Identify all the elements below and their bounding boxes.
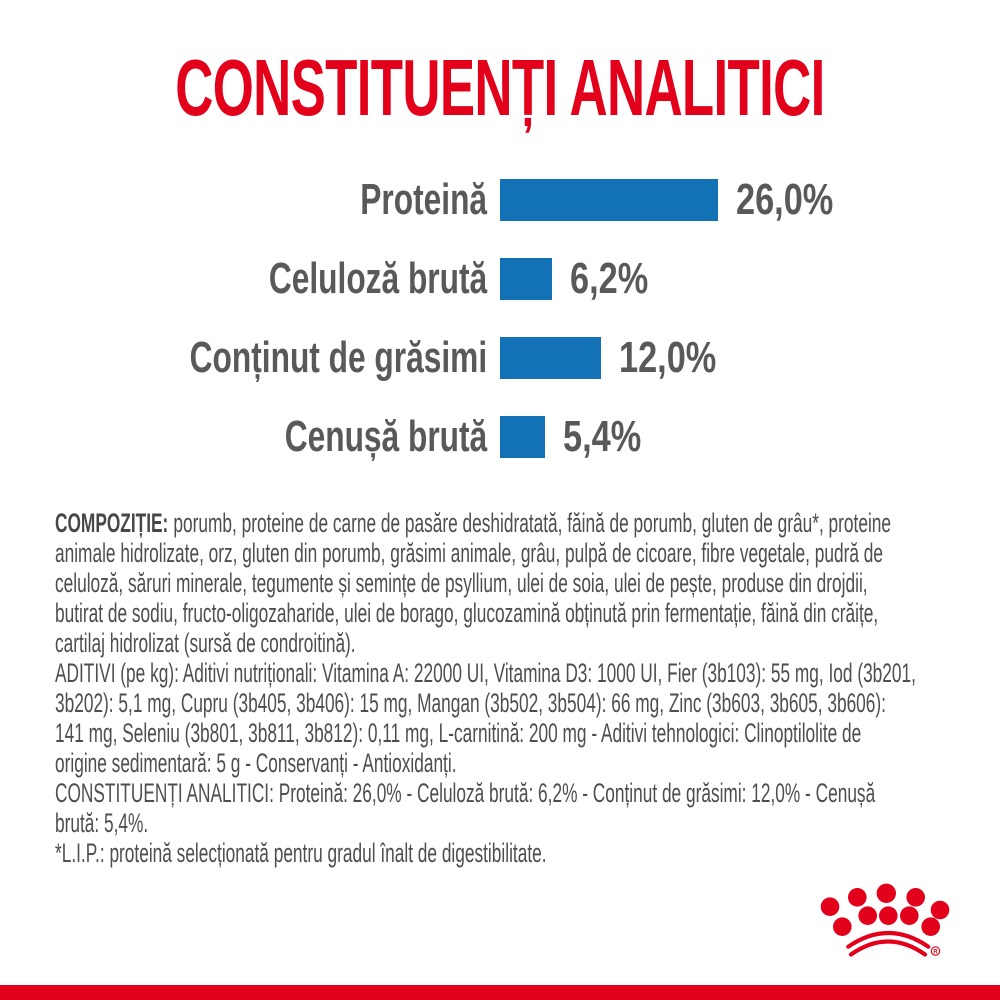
chart-category-label: Proteină [360, 175, 487, 224]
composition-line: COMPOZIȚIE: porumb, proteine de carne de … [55, 508, 891, 538]
chart-bar [500, 258, 552, 300]
chart-category-label: Cenușă brută [284, 412, 487, 461]
composition-text: cartilaj hidrolizat (sursă de condroitin… [55, 628, 356, 658]
chart-category-label: Conținut de grăsimi [189, 333, 487, 382]
chart-row: Celuloză brută 6,2% [0, 254, 1000, 303]
chart-value-label: 5,4% [563, 412, 642, 461]
analytical-bar-chart: Proteină 26,0% Celuloză brută 6,2% Conținut … [0, 175, 1000, 495]
chart-category-label: Celuloză brută [268, 254, 487, 303]
composition-text: butirat de sodiu, fructo-oligozaharide, … [55, 598, 879, 628]
chart-bar [500, 416, 545, 458]
chart-row: Conținut de grăsimi 12,0% [0, 333, 1000, 382]
chart-bar [500, 337, 601, 379]
chart-bar [500, 179, 718, 221]
chart-value-label: 6,2% [570, 254, 649, 303]
analytical-constituents-text: CONSTITUENȚI ANALITICI: Proteină: 26,0% … [55, 778, 876, 808]
analytical-constituents-text: brută: 5,4%. [55, 808, 149, 838]
additives-text: 3b202): 5,1 mg, Cupru (3b405, 3b406): 15… [55, 688, 886, 718]
additives-text: ADITIVI (pe kg): Aditivi nutriționali: V… [55, 658, 916, 688]
lip-footnote-text: *L.I.P.: proteină selecționată pentru gr… [55, 838, 547, 868]
ingredients-text-block: COMPOZIȚIE: porumb, proteine de carne de … [55, 508, 965, 868]
chart-value-label: 12,0% [619, 333, 717, 382]
composition-text: animale hidrolizate, orz, gluten din por… [55, 538, 883, 568]
chart-row: Cenușă brută 5,4% [0, 412, 1000, 461]
composition-text: porumb, proteine de carne de pasăre desh… [173, 508, 892, 538]
page-title: CONSTITUENȚI ANALITICI [175, 43, 825, 132]
composition-text: celuloză, săruri minerale, tegumente și … [55, 568, 868, 598]
additives-text: origine sedimentară: 5 g - Conservanți -… [55, 748, 457, 778]
registered-trademark-icon: R [930, 946, 941, 956]
chart-value-label: 26,0% [736, 175, 834, 224]
chart-row: Proteină 26,0% [0, 175, 1000, 224]
additives-text: 141 mg, Seleniu (3b801, 3b811, 3b812): 0… [55, 718, 862, 748]
royal-canin-crown-logo: R [820, 883, 950, 957]
bottom-red-stripe [0, 985, 1000, 1000]
svg-text:R: R [933, 948, 938, 955]
composition-label: COMPOZIȚIE: [55, 508, 169, 538]
